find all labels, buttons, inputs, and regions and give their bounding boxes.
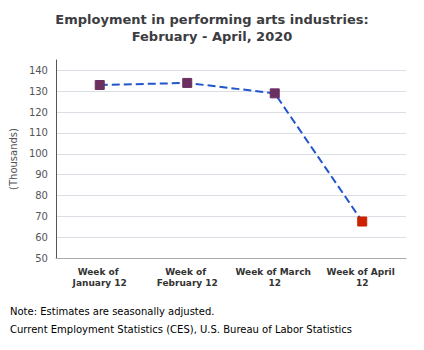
svg-text:100: 100 bbox=[29, 148, 48, 159]
svg-text:January 12: January 12 bbox=[72, 278, 127, 288]
svg-text:Week of: Week of bbox=[78, 267, 122, 277]
svg-text:12: 12 bbox=[268, 278, 281, 288]
svg-text:Note: Estimates are seasonally: Note: Estimates are seasonally adjusted. bbox=[10, 306, 214, 317]
svg-text:February 12: February 12 bbox=[157, 278, 218, 288]
svg-text:140: 140 bbox=[29, 65, 48, 76]
svg-text:Week of March: Week of March bbox=[235, 267, 314, 277]
svg-text:12: 12 bbox=[356, 278, 369, 288]
svg-text:February - April, 2020: February - April, 2020 bbox=[132, 29, 293, 44]
svg-text:Employment in performing arts: Employment in performing arts industries… bbox=[55, 12, 368, 27]
svg-text:60: 60 bbox=[35, 232, 48, 243]
svg-text:50: 50 bbox=[35, 253, 48, 264]
svg-text:130: 130 bbox=[29, 86, 48, 97]
svg-text:90: 90 bbox=[35, 169, 48, 180]
svg-text:Week of: Week of bbox=[165, 267, 209, 277]
svg-text:Week of April: Week of April bbox=[327, 267, 398, 277]
svg-text:110: 110 bbox=[29, 127, 48, 138]
svg-text:70: 70 bbox=[35, 211, 48, 222]
svg-text:Current Employment Statistics: Current Employment Statistics (CES), U.S… bbox=[10, 324, 352, 335]
svg-text:120: 120 bbox=[29, 107, 48, 118]
svg-text:(Thousands): (Thousands) bbox=[8, 128, 19, 190]
svg-text:80: 80 bbox=[35, 190, 48, 201]
